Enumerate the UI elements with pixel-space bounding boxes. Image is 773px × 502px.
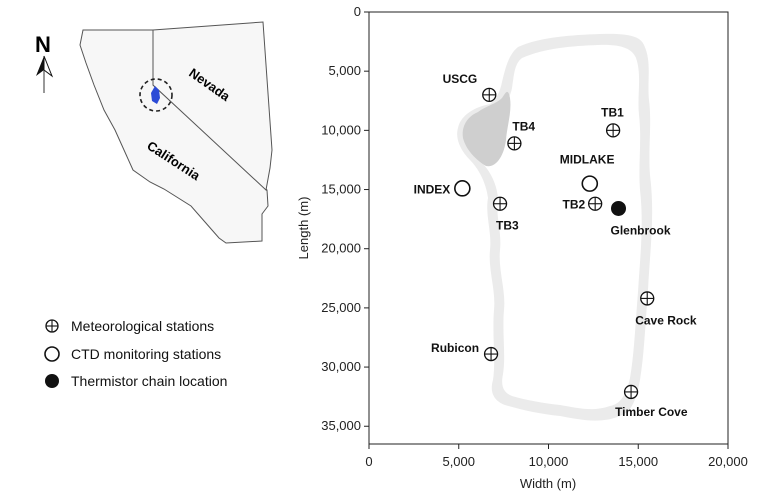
station-index: INDEX: [414, 180, 471, 197]
x-tick-label: 10,000: [529, 454, 569, 469]
y-tick-label: 25,000: [321, 300, 361, 315]
north-arrow-head: [36, 56, 44, 76]
station-timber-cove: Timber Cove: [615, 384, 688, 419]
station-label: MIDLAKE: [560, 153, 615, 167]
station-label: USCG: [443, 72, 478, 86]
ctd-station-icon: [44, 346, 60, 362]
north-arrow: N: [35, 32, 54, 93]
thermistor-chain-icon: [611, 200, 627, 216]
axis-ticks: 0 5,000 10,000 15,000 20,000 0 5,000 10,000 15,0…: [321, 4, 748, 469]
station-tb2: TB2: [562, 196, 603, 212]
lake-map-plot: 0 5,000 10,000 15,000 20,000 0 5,000 10,000 15,0…: [296, 4, 748, 491]
station-label: Cave Rock: [635, 313, 697, 327]
station-tb1: TB1: [601, 105, 624, 138]
y-tick-label: 10,000: [321, 122, 361, 137]
station-label: TB2: [562, 198, 585, 212]
ctd-station-icon: [454, 180, 471, 197]
y-tick-label: 20,000: [321, 241, 361, 256]
legend-item-meteorological: Meteorological stations: [45, 318, 214, 334]
x-tick-label: 20,000: [708, 454, 748, 469]
legend: Meteorological stations CTD monitoring s…: [44, 318, 227, 389]
y-tick-label: 0: [354, 4, 361, 19]
station-uscg: USCG: [443, 72, 497, 102]
y-tick-label: 15,000: [321, 182, 361, 197]
station-label: Glenbrook: [611, 223, 671, 237]
ctd-station-icon: [581, 175, 599, 192]
x-tick-label: 0: [365, 454, 372, 469]
station-label: TB3: [496, 219, 519, 233]
california-shape: [79, 29, 269, 244]
y-tick-label: 5,000: [328, 63, 361, 78]
station-cave-rock: Cave Rock: [635, 291, 697, 327]
north-label: N: [35, 32, 51, 57]
station-label: Rubicon: [431, 341, 479, 355]
legend-label: Meteorological stations: [71, 318, 214, 334]
station-midlake: MIDLAKE: [560, 153, 615, 192]
station-tb3: TB3: [492, 196, 519, 233]
lake-tahoe-locator-icon: [151, 86, 160, 104]
stations: USCG TB1 TB4 MIDLAKE INDEX TB3 TB2 Glenbrook Cav…: [414, 72, 697, 419]
north-arrow-head-right: [43, 55, 54, 78]
legend-label: CTD monitoring stations: [71, 346, 221, 362]
station-label: TB4: [512, 119, 535, 133]
station-rubicon: Rubicon: [431, 341, 499, 362]
lake-tahoe-locator-circle: [139, 78, 173, 112]
x-tick-label: 15,000: [618, 454, 658, 469]
lake-tahoe-interior: [471, 44, 642, 410]
y-tick-label: 30,000: [321, 359, 361, 374]
y-axis-title: Length (m): [296, 197, 311, 260]
x-axis-title: Width (m): [520, 476, 576, 491]
legend-item-thermistor: Thermistor chain location: [45, 373, 227, 389]
inset-map: N Nevada California: [35, 21, 273, 244]
y-tick-label: 35,000: [321, 418, 361, 433]
x-tick-label: 5,000: [442, 454, 475, 469]
lake-tahoe-shoal: [462, 91, 511, 167]
station-tb4: TB4: [507, 119, 535, 151]
nevada-shape: [152, 21, 273, 191]
station-label: Timber Cove: [615, 405, 688, 419]
legend-label: Thermistor chain location: [71, 373, 227, 389]
station-glenbrook: Glenbrook: [611, 200, 671, 237]
legend-item-ctd: CTD monitoring stations: [44, 346, 221, 362]
thermistor-chain-icon: [45, 374, 59, 388]
station-label: TB1: [601, 105, 624, 119]
station-label: INDEX: [414, 182, 451, 196]
